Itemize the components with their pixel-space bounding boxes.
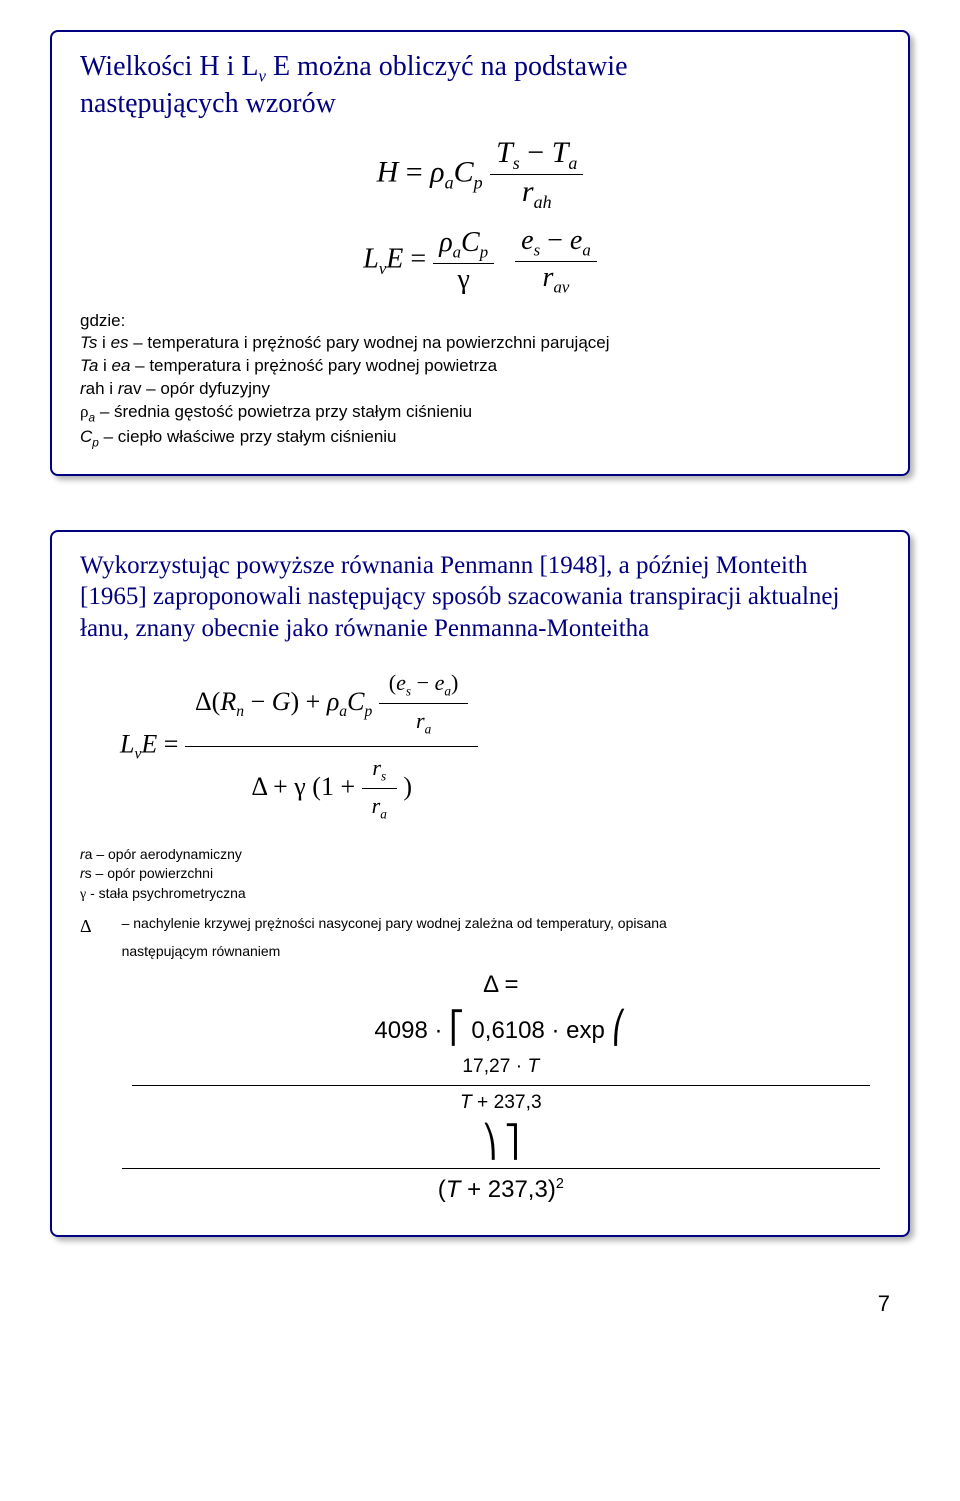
box1-definitions: gdzie: Ts i es – temperatura i prężność …	[80, 310, 880, 451]
box1-title: Wielkości H i Lv E można obliczyć na pod…	[80, 50, 880, 120]
def-ta-ea: Ta i ea – temperatura i prężność pary wo…	[80, 355, 880, 378]
equation-delta: Δ = 4098 · ⎡ 0,6108 · exp ⎛ 17,27 · T T …	[122, 968, 880, 1211]
title-part2	[266, 51, 273, 82]
def-delta-row: Δ – nachylenie krzywej prężności nasycon…	[80, 914, 880, 1210]
equation-LvE-1: LvE = ρaCp γ es − ea rav	[80, 225, 880, 297]
def-delta-text: – nachylenie krzywej prężności nasyconej…	[122, 914, 880, 934]
def-cp: Cp – ciepło właściwe przy stałym ciśnien…	[80, 426, 880, 450]
title-part1: Wielkości H i L	[80, 51, 259, 82]
box-2: Wykorzystując powyższe równania Penmann …	[50, 530, 910, 1236]
def-rs: rs – opór powierzchni	[80, 864, 880, 884]
equation-H: H = ρaCp Ts − Ta rah	[80, 136, 880, 213]
def-rho-a: ρa – średnia gęstość powietrza przy stał…	[80, 401, 880, 425]
page: Wielkości H i Lv E można obliczyć na pod…	[0, 0, 960, 1347]
equation-penman-monteith: LvE = Δ(Rn − G) + ρaCp (es − ea) ra Δ + …	[120, 662, 880, 831]
def-ts-es: Ts i es – temperatura i prężność pary wo…	[80, 332, 880, 355]
def-rah-rav: rah i rav – opór dyfuzyjny	[80, 378, 880, 401]
title-line2: następujących wzorów	[80, 88, 336, 119]
delta-symbol: Δ	[80, 914, 92, 939]
def-ra: ra – opór aerodynamiczny	[80, 845, 880, 865]
title-sub-v: v	[259, 67, 266, 86]
def-gamma: γ - stała psychrometryczna	[80, 884, 880, 905]
title-mid: E można obliczyć na podstawie	[273, 51, 628, 82]
gdzie-label: gdzie:	[80, 310, 880, 333]
def-delta-text2: następującym równaniem	[122, 942, 880, 962]
box-1: Wielkości H i Lv E można obliczyć na pod…	[50, 30, 910, 476]
box2-small-defs: ra – opór aerodynamiczny rs – opór powie…	[80, 845, 880, 1211]
box2-paragraph: Wykorzystując powyższe równania Penmann …	[80, 550, 880, 644]
page-number: 7	[50, 1291, 910, 1317]
